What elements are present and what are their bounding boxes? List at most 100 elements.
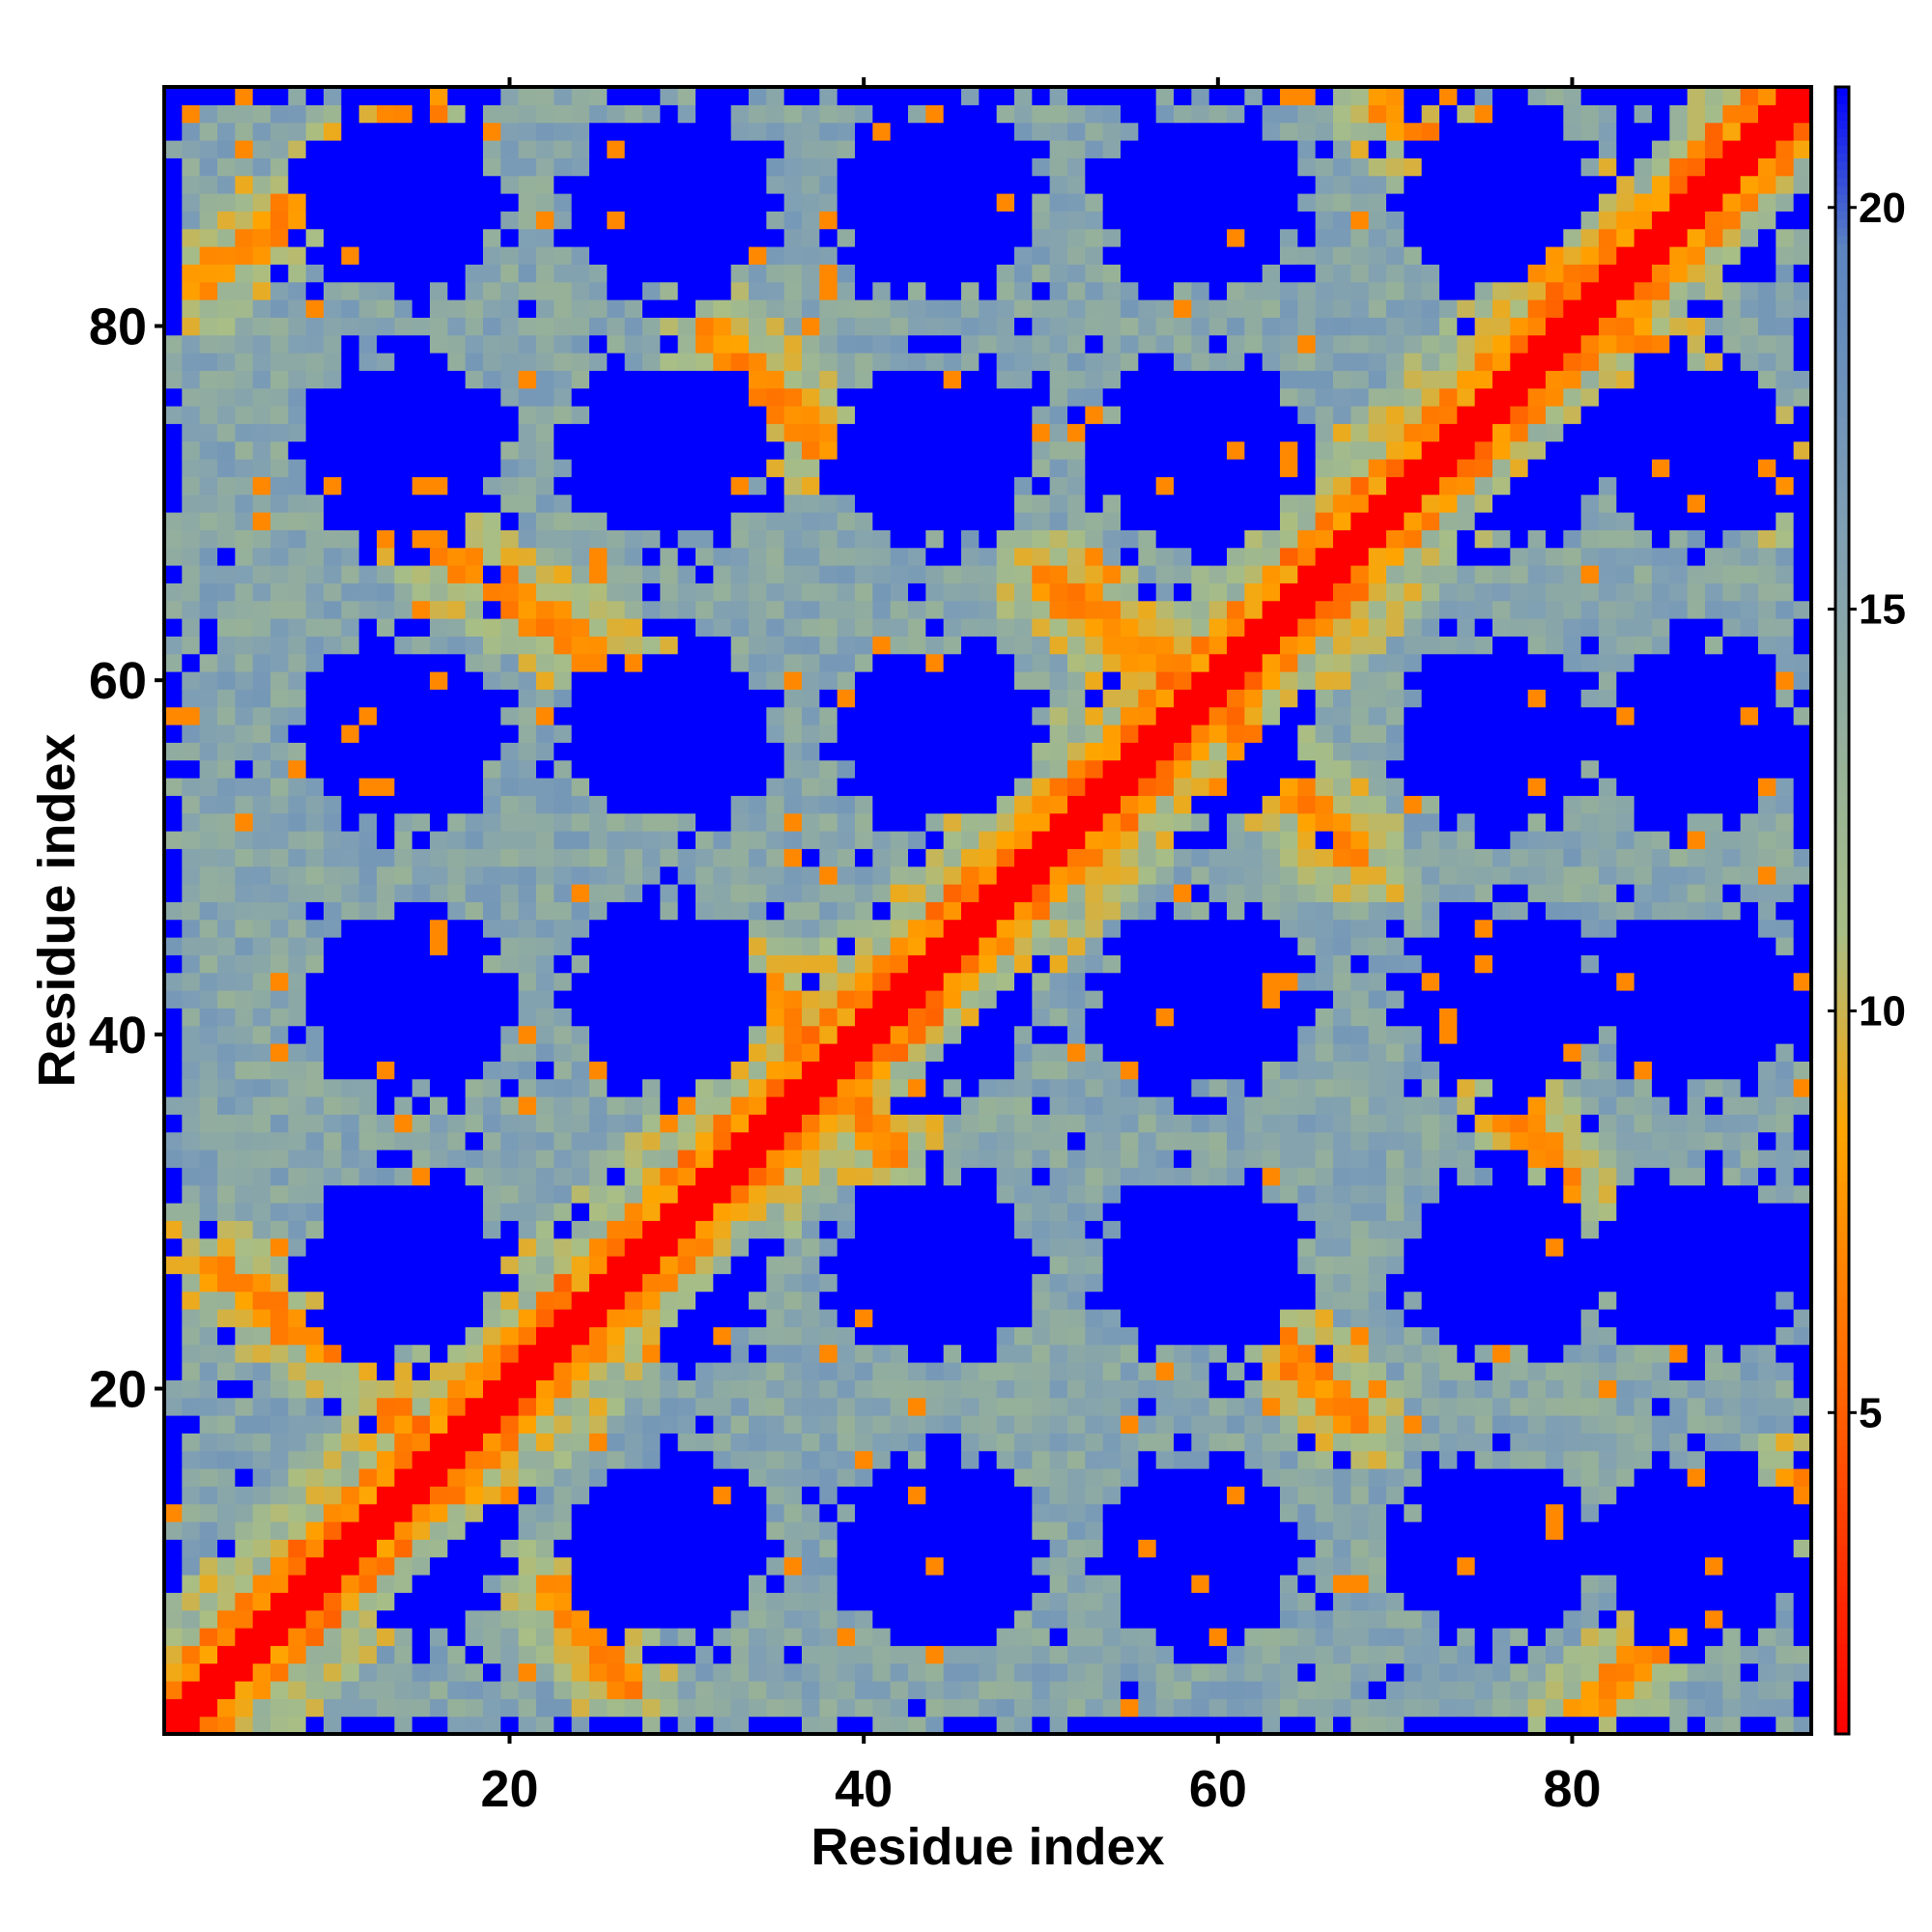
heat-cell <box>288 494 307 513</box>
heat-cell <box>837 1184 856 1204</box>
heat-cell <box>465 1645 484 1664</box>
heat-cell <box>943 618 962 637</box>
heat-cell <box>925 334 945 354</box>
heat-cell <box>890 1592 909 1611</box>
heat-cell <box>749 937 767 955</box>
heat-cell <box>1085 529 1104 549</box>
heat-cell <box>518 264 537 283</box>
heat-cell <box>288 1273 307 1293</box>
heat-cell <box>837 565 856 583</box>
heat-cell <box>802 317 820 336</box>
heat-cell <box>713 1256 732 1274</box>
heat-cell <box>589 140 608 158</box>
heat-cell <box>465 831 484 849</box>
heat-cell <box>412 1397 431 1416</box>
heat-cell <box>819 440 838 460</box>
heat-cell <box>270 1184 289 1204</box>
heat-cell <box>837 1362 856 1380</box>
heat-cell <box>164 547 183 566</box>
heat-cell <box>483 1220 501 1239</box>
heat-cell <box>571 334 590 354</box>
heat-cell <box>1085 1131 1104 1151</box>
heat-cell <box>447 334 467 354</box>
heat-cell <box>713 494 732 513</box>
heat-cell <box>430 778 448 796</box>
heat-cell <box>483 104 501 124</box>
heat-cell <box>377 990 395 1009</box>
heat-cell <box>536 919 554 938</box>
heat-cell <box>713 1521 732 1540</box>
heat-cell <box>1014 1662 1033 1682</box>
heat-cell <box>341 1681 360 1699</box>
heat-cell <box>1102 1575 1122 1593</box>
heat-cell <box>500 1096 520 1115</box>
heat-cell <box>855 901 873 921</box>
heat-cell <box>783 264 803 283</box>
heat-cell <box>1049 901 1068 921</box>
heat-cell <box>305 1415 325 1434</box>
heat-cell <box>1032 459 1051 477</box>
heat-cell <box>607 1521 626 1540</box>
heat-cell <box>908 1025 926 1044</box>
heat-cell <box>182 706 201 725</box>
heat-cell <box>341 1575 360 1593</box>
heat-cell <box>1032 529 1051 549</box>
heat-cell <box>642 1645 661 1664</box>
heat-cell <box>341 795 360 814</box>
heat-cell <box>607 1575 626 1593</box>
heat-cell <box>925 370 945 389</box>
heat-cell <box>199 1379 218 1399</box>
heat-cell <box>783 1379 803 1399</box>
heat-cell <box>1067 1662 1086 1682</box>
heat-cell <box>182 317 201 336</box>
heat-cell <box>182 1379 201 1399</box>
heat-cell <box>1102 759 1122 779</box>
heat-cell <box>837 246 856 265</box>
heat-cell <box>890 1645 909 1664</box>
heat-cell <box>607 1415 626 1434</box>
heat-cell <box>571 1609 590 1629</box>
heat-cell <box>1014 1716 1033 1735</box>
heat-cell <box>500 831 520 849</box>
heat-cell <box>288 1379 307 1399</box>
heat-cell <box>660 1575 679 1593</box>
heat-cell <box>305 387 325 407</box>
heat-cell <box>500 1556 520 1576</box>
heat-cell <box>802 1096 820 1115</box>
heat-cell <box>554 281 573 300</box>
heat-cell <box>783 937 803 955</box>
heat-cell <box>182 175 201 194</box>
heat-cell <box>483 618 501 637</box>
heat-cell <box>536 1698 554 1718</box>
heat-cell <box>465 459 484 477</box>
heat-cell <box>943 140 962 158</box>
heat-cell <box>377 211 395 230</box>
heat-cell <box>837 228 856 247</box>
heat-cell <box>802 476 820 496</box>
heat-cell <box>252 211 271 230</box>
heat-cell <box>199 990 218 1009</box>
heat-cell <box>412 954 431 974</box>
heat-cell <box>996 742 1015 761</box>
heat-cell <box>749 724 767 743</box>
heat-cell <box>235 759 254 779</box>
heat-cell <box>252 87 271 105</box>
heat-cell <box>483 954 501 974</box>
heat-cell <box>341 317 360 336</box>
heat-cell <box>961 387 980 407</box>
heat-cell <box>324 1486 342 1505</box>
heat-cell <box>890 1326 909 1346</box>
heat-cell <box>324 1273 342 1293</box>
heat-cell <box>1102 1716 1122 1735</box>
heat-cell <box>412 1628 431 1646</box>
heat-cell <box>925 1309 945 1327</box>
heat-cell <box>872 954 892 974</box>
heat-cell <box>1032 122 1051 141</box>
heat-cell <box>199 228 218 247</box>
heat-cell <box>1085 954 1104 974</box>
heat-cell <box>979 618 998 637</box>
heat-cell <box>447 582 467 602</box>
heat-cell <box>377 919 395 938</box>
heat-cell <box>660 1025 679 1044</box>
heat-cell <box>1102 1556 1122 1576</box>
